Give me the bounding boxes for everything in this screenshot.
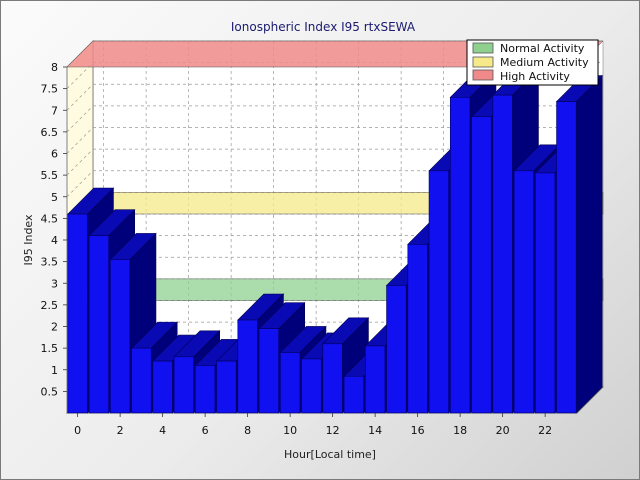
bar-front <box>152 360 173 414</box>
legend-swatch-medium <box>472 56 494 68</box>
legend: Normal Activity Medium Activity High Act… <box>466 39 599 86</box>
y-tick-label: 7.5 <box>41 83 59 96</box>
axis-ticks: 0.5 1 1.5 2 2.5 3 3.5 4 4.5 5 5.5 6 6.5 7 7.5 8 0 2 4 6 8 10 1… <box>41 61 553 437</box>
legend-label-normal: Normal Activity <box>500 42 585 55</box>
legend-label-medium: Medium Activity <box>500 56 589 69</box>
x-tick-label: 8 <box>244 424 251 437</box>
bar-front <box>195 365 216 414</box>
x-tick-label: 10 <box>283 424 297 437</box>
y-tick-label: 3 <box>51 277 58 290</box>
legend-swatch-normal <box>472 42 494 54</box>
bar-front <box>428 170 449 414</box>
y-tick-label: 2.5 <box>41 299 59 312</box>
y-tick-label: 1 <box>51 364 58 377</box>
y-tick-label: 4 <box>51 234 58 247</box>
bar-front <box>513 170 534 414</box>
y-tick-label: 2 <box>51 321 58 334</box>
bar-front <box>173 356 195 414</box>
y-tick-label: 0.5 <box>41 385 59 398</box>
bar-front <box>110 259 131 414</box>
bar-front <box>216 360 237 414</box>
bar-front <box>556 101 577 414</box>
x-tick-label: 0 <box>74 424 81 437</box>
x-tick-label: 2 <box>117 424 124 437</box>
y-tick-label: 5.5 <box>41 169 59 182</box>
y-axis-label: I95 Index <box>22 214 35 266</box>
bar-front <box>534 172 556 414</box>
bar-front <box>131 347 152 414</box>
gridline-wall <box>66 127 94 154</box>
bar-side <box>575 74 603 414</box>
gridline-wall <box>66 84 94 111</box>
y-tick-label: 1.5 <box>41 342 59 355</box>
x-tick-label: 4 <box>159 424 166 437</box>
y-tick-label: 5 <box>51 191 58 204</box>
x-tick-label: 14 <box>368 424 382 437</box>
bar-front <box>386 285 407 414</box>
bar-front <box>471 116 492 414</box>
y-tick-label: 4.5 <box>41 212 59 225</box>
bar-front <box>279 352 301 414</box>
bar-front <box>67 213 88 414</box>
bar-front <box>343 375 364 414</box>
bar-front <box>449 96 471 414</box>
legend-swatch-high <box>472 69 494 81</box>
x-tick-label: 22 <box>538 424 552 437</box>
bar-23 <box>555 74 603 414</box>
x-tick-label: 20 <box>496 424 510 437</box>
x-tick-label: 6 <box>202 424 209 437</box>
y-tick-label: 8 <box>51 61 58 74</box>
bar-front <box>407 244 428 414</box>
bar-front <box>322 343 343 414</box>
legend-label-high: High Activity <box>500 70 570 83</box>
x-axis-label: Hour[Local time] <box>284 448 376 461</box>
x-tick-label: 18 <box>453 424 467 437</box>
chart-title: Ionospheric Index I95 rtxSEWA <box>231 20 416 34</box>
bar-front <box>301 358 322 414</box>
y-tick-label: 7 <box>51 104 58 117</box>
bar-front <box>364 345 386 414</box>
gridline-wall <box>66 148 94 176</box>
y-tick-label: 3.5 <box>41 256 59 269</box>
bar-front <box>492 94 513 414</box>
gridline-wall <box>66 170 94 197</box>
bars <box>67 68 603 414</box>
y-tick-label: 6 <box>51 148 58 161</box>
bar-front <box>237 319 258 414</box>
x-tick-label: 12 <box>326 424 340 437</box>
gridline-wall <box>66 105 94 133</box>
bar-front <box>88 235 110 414</box>
x-tick-label: 16 <box>411 424 425 437</box>
y-tick-label: 6.5 <box>41 126 59 139</box>
bar-front <box>258 328 279 414</box>
